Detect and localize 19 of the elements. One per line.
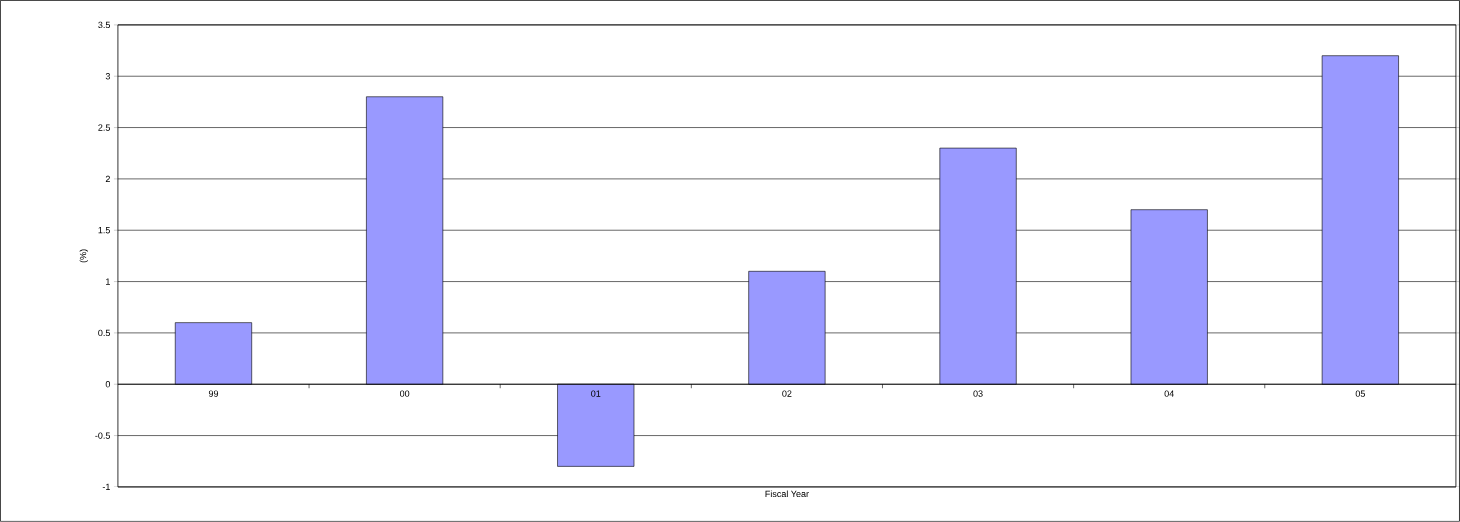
y-tick-label: 1.5 xyxy=(98,227,110,234)
x-tick-label: 02 xyxy=(782,390,792,397)
y-tick-label: 0 xyxy=(105,381,111,388)
y-tick-label: 1 xyxy=(106,278,110,285)
y-tick-label: 3.5 xyxy=(98,21,110,29)
y-tick-label: 3 xyxy=(105,73,110,80)
x-tick-label: 03 xyxy=(973,390,983,397)
x-axis-title: Fiscal Year xyxy=(765,490,809,498)
x-tick-label: 04 xyxy=(1164,390,1174,397)
y-tick-label: -0.5 xyxy=(95,432,110,439)
x-tick-label: 00 xyxy=(399,390,410,397)
x-tick-label: 05 xyxy=(1355,390,1365,397)
y-tick-label: -1 xyxy=(102,483,110,491)
y-tick-label: 0.5 xyxy=(98,329,110,337)
x-tick-label: 99 xyxy=(208,390,219,397)
y-axis-title: (%) xyxy=(79,249,88,263)
y-tick-label: 2.5 xyxy=(98,124,110,131)
y-tick-label: 2 xyxy=(105,175,110,183)
x-tick-label: 01 xyxy=(591,390,601,397)
